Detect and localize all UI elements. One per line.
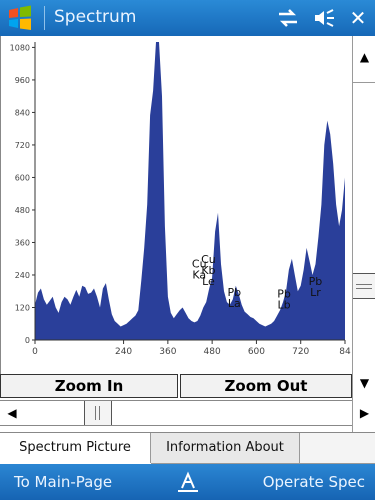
close-icon[interactable]: ✕ [349, 6, 367, 30]
y-tick-label: 240 [15, 271, 30, 280]
keyboard-icon[interactable] [176, 470, 200, 494]
y-tick-label: 600 [15, 173, 30, 182]
to-main-page-softkey[interactable]: To Main-Page [14, 473, 113, 491]
peak-label: Cu Ka [192, 257, 207, 281]
y-tick-label: 720 [15, 141, 30, 150]
x-tick-label: 360 [159, 347, 176, 357]
spectrum-plot: 0 120 240 360 480 600 720 840 960 1080 0 240 360 480 6… [10, 42, 351, 357]
scroll-down-icon[interactable]: ▼ [359, 376, 370, 390]
zoom-controls: Zoom In Zoom Out [0, 374, 352, 398]
title-separator [44, 6, 45, 30]
peak-label: Pb Lb [277, 287, 291, 311]
operate-spec-softkey[interactable]: Operate Spec [262, 473, 365, 491]
scroll-right-icon[interactable]: ▶ [359, 406, 370, 420]
connectivity-icon[interactable] [277, 9, 299, 27]
speaker-icon[interactable] [313, 9, 335, 27]
zoom-in-button[interactable]: Zoom In [0, 374, 178, 398]
x-tick-label: 600 [248, 347, 265, 357]
scroll-track-divider [353, 82, 375, 83]
windows-logo-icon[interactable] [6, 4, 34, 32]
y-tick-label: 1080 [10, 43, 30, 52]
x-tick-label: 720 [292, 347, 309, 357]
horizontal-scroll-thumb[interactable] [84, 401, 112, 425]
spectrum-series [35, 42, 345, 340]
tab-information-about[interactable]: Information About [151, 433, 300, 464]
peak-label: Cu Kb Le [201, 253, 216, 288]
x-tick-label: 0 [32, 347, 38, 357]
zoom-out-button[interactable]: Zoom Out [180, 374, 352, 398]
x-tick-label: 240 [115, 347, 132, 357]
y-tick-label: 480 [15, 206, 30, 215]
y-tick-label: 840 [15, 108, 30, 117]
menu-bar: To Main-Page Operate Spec [0, 464, 375, 500]
window-title: Spectrum [54, 7, 137, 27]
scroll-left-icon[interactable]: ◀ [7, 406, 17, 420]
y-tick-label: 120 [15, 303, 30, 312]
vertical-scrollbar[interactable]: ▲ ▼ ▶ [352, 36, 375, 432]
title-bar: Spectrum ✕ [0, 0, 375, 36]
spectrum-chart: 0 120 240 360 480 600 720 840 960 1080 0 240 360 480 6… [0, 36, 353, 374]
tab-bar-filler [300, 433, 375, 464]
status-icons [277, 6, 335, 30]
tab-bar: Spectrum Picture Information About [0, 432, 375, 465]
scroll-up-icon[interactable]: ▲ [359, 50, 370, 64]
peak-label: Pb La [227, 286, 241, 310]
horizontal-scrollbar[interactable]: ◀ [0, 400, 352, 426]
peak-label: Pb Lr [309, 275, 323, 299]
x-tick-label: 480 [204, 347, 221, 357]
y-tick-label: 960 [15, 76, 30, 85]
y-tick-label: 360 [15, 238, 30, 247]
tab-spectrum-picture[interactable]: Spectrum Picture [0, 433, 151, 463]
y-tick-label: 0 [25, 336, 30, 345]
vertical-scroll-thumb[interactable] [353, 273, 375, 299]
x-tick-label: 84 [339, 347, 351, 357]
